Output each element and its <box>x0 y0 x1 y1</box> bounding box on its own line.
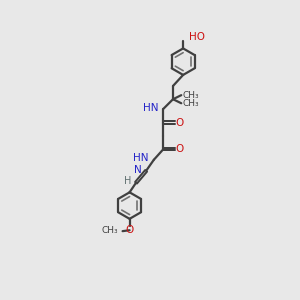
Text: O: O <box>175 118 184 128</box>
Text: HN: HN <box>133 154 149 164</box>
Text: H: H <box>124 176 131 186</box>
Text: HN: HN <box>143 103 158 113</box>
Text: HO: HO <box>189 32 205 42</box>
Text: O: O <box>175 144 184 154</box>
Text: CH₃: CH₃ <box>183 92 199 100</box>
Text: O: O <box>125 225 134 235</box>
Text: CH₃: CH₃ <box>101 226 118 235</box>
Text: CH₃: CH₃ <box>183 99 199 108</box>
Text: N: N <box>134 165 142 175</box>
